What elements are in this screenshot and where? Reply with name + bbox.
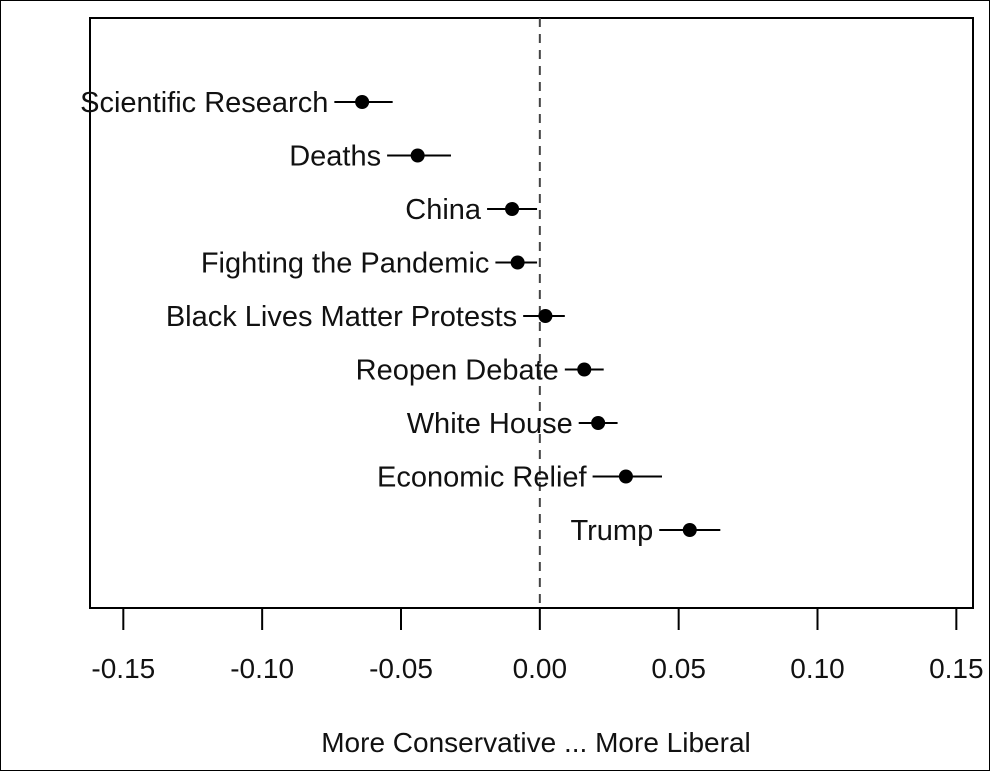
series-points: Scientific Research Deaths China Fighting t…	[80, 87, 721, 547]
x-tick-label: -0.10	[230, 653, 294, 684]
point-estimate	[510, 255, 525, 270]
point-estimate	[410, 148, 425, 163]
x-axis-label: More Conservative ... More Liberal	[321, 727, 751, 758]
x-tick-label: 0.15	[929, 653, 984, 684]
x-tick-label: -0.15	[91, 653, 155, 684]
point-label: Deaths	[289, 141, 381, 173]
data-point-group: Economic Relief	[377, 462, 663, 494]
data-point-group: China	[405, 194, 538, 226]
data-point-group: Black Lives Matter Protests	[166, 301, 565, 333]
point-label: Black Lives Matter Protests	[166, 301, 517, 333]
point-estimate	[355, 95, 370, 109]
point-estimate	[682, 523, 697, 537]
point-label: Fighting the Pandemic	[201, 248, 490, 280]
x-tick-label: 0.05	[651, 653, 706, 684]
data-point-group: Trump	[571, 515, 721, 547]
x-tick-label: 0.10	[790, 653, 845, 684]
data-point-group: White House	[407, 408, 618, 440]
data-point-group: Fighting the Pandemic	[201, 248, 538, 280]
point-label: White House	[407, 408, 573, 440]
point-label: Scientific Research	[80, 87, 328, 119]
point-estimate	[505, 202, 520, 216]
data-point-group: Reopen Debate	[356, 355, 604, 387]
point-label: Economic Relief	[377, 462, 587, 494]
x-axis: -0.15 -0.10 -0.05 0.00 0.05 0.10 0.15	[91, 607, 984, 684]
point-estimate	[591, 416, 606, 430]
x-tick-label: -0.05	[369, 653, 433, 684]
point-estimate	[618, 469, 633, 484]
point-label: Trump	[571, 515, 654, 547]
point-label: Reopen Debate	[356, 355, 559, 387]
x-tick-label: 0.00	[513, 653, 568, 684]
data-point-group: Deaths	[289, 141, 451, 173]
point-estimate	[577, 362, 592, 377]
data-point-group: Scientific Research	[80, 87, 393, 119]
point-estimate	[538, 309, 553, 323]
point-label: China	[405, 194, 482, 226]
